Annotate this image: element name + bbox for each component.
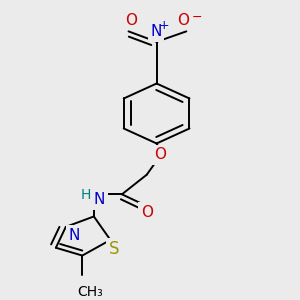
Text: O: O <box>154 147 166 162</box>
Text: N: N <box>94 192 105 207</box>
Text: O: O <box>141 205 153 220</box>
Text: N: N <box>68 228 80 243</box>
Text: N: N <box>150 24 162 39</box>
Text: H: H <box>81 188 91 202</box>
Text: O: O <box>177 13 189 28</box>
Text: +: + <box>159 19 169 32</box>
Text: CH₃: CH₃ <box>78 285 104 299</box>
Text: S: S <box>109 240 120 258</box>
Text: O: O <box>125 13 137 28</box>
Text: −: − <box>192 11 202 24</box>
